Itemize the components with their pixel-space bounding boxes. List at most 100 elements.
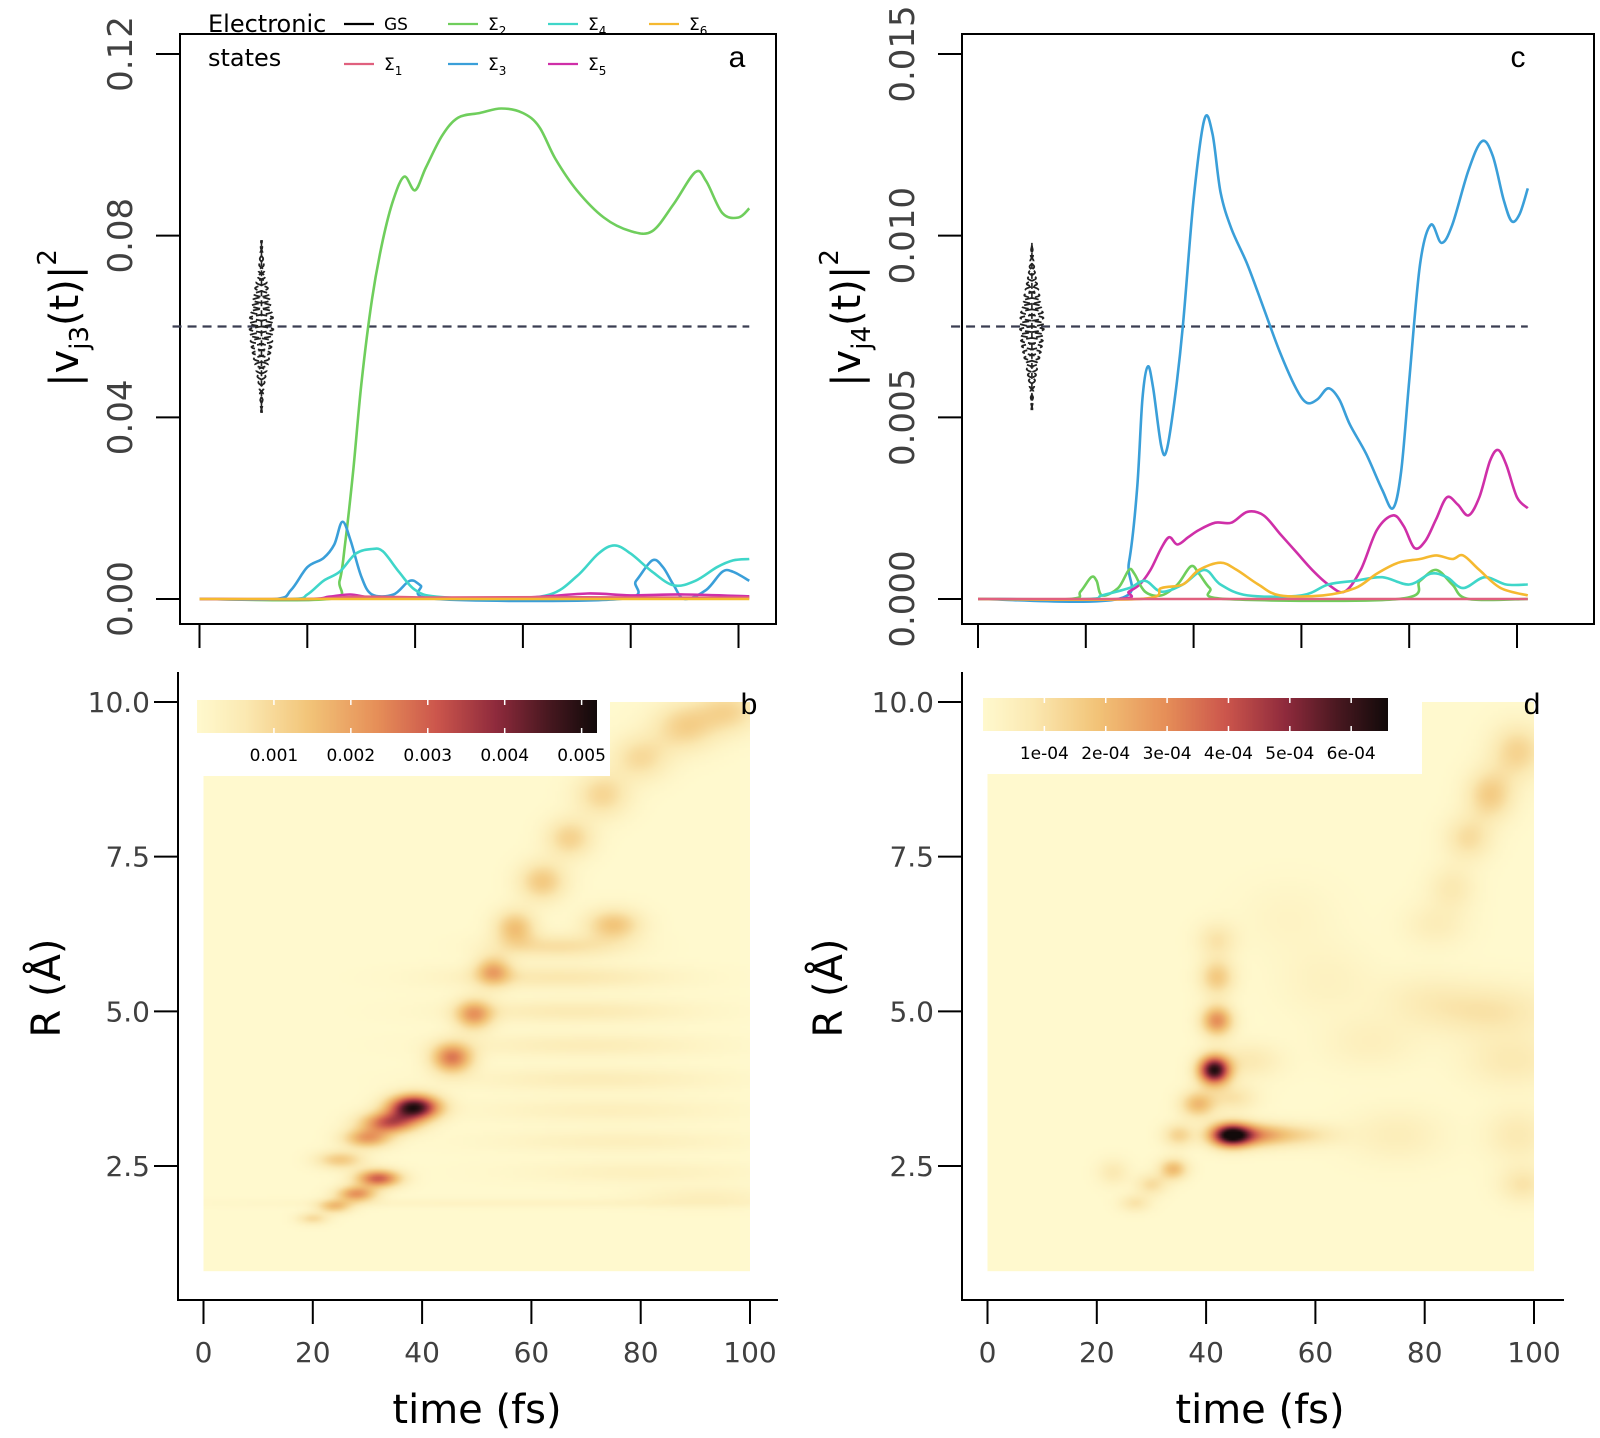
- panel-a-ylabel: |vj3(t)|2: [33, 249, 95, 387]
- ylabel-a-power: 2: [33, 249, 63, 266]
- panel-b-colorbar: [197, 700, 597, 733]
- y-tick-label: 7.5: [889, 841, 934, 874]
- x-tick-label: 80: [1407, 1336, 1443, 1369]
- legend-label-S5: Σ5: [588, 55, 606, 78]
- legend-label-S2: Σ2: [488, 15, 506, 38]
- legend-label-S1: Σ1: [384, 55, 402, 78]
- legend-label-sub: 3: [499, 64, 507, 78]
- panel-a-x-axis: [198, 624, 740, 648]
- y-tick-label: 0.08: [101, 198, 141, 274]
- ylabel-a-bar-left: |: [42, 373, 88, 386]
- panel-b-y-axis: 2.5 5.0 7.5 10.0: [88, 686, 178, 1183]
- svg-text:|vj3(t)|2: |vj3(t)|2: [33, 249, 95, 387]
- y-tick-label: 7.5: [105, 841, 150, 874]
- colorbar-tick-label: 0.002: [327, 746, 376, 766]
- colorbar-tick-label: 4e-04: [1204, 744, 1253, 764]
- x-tick-label: 80: [623, 1336, 659, 1369]
- legend-label-S3: Σ3: [488, 55, 506, 78]
- series-line-S3: [977, 114, 1530, 604]
- ylabel-a-bar-right: |: [42, 266, 88, 279]
- legend-label-S4: Σ4: [588, 15, 606, 38]
- panel-a-letter: a: [729, 41, 746, 74]
- legend-label-sub: 1: [395, 64, 403, 78]
- panel-d-letter: d: [1524, 688, 1541, 721]
- panel-d-xlabel: time (fs): [1175, 1387, 1344, 1433]
- legend: Electronic states GS Σ1 Σ2 Σ3 Σ4 Σ5 Σ6: [208, 10, 707, 78]
- colorbar-tick-label: 5e-04: [1265, 744, 1314, 764]
- panel-b-frame: [177, 672, 778, 1301]
- y-tick-label: 0.010: [883, 187, 923, 284]
- legend-title-line1: Electronic: [208, 10, 326, 38]
- y-tick-label: 10.0: [88, 686, 150, 719]
- panel-b: 0.001 0.002 0.003 0.004 0.005 0 20 40 60 80 100 2…: [22, 672, 778, 1433]
- colorbar-tick-label: 0.004: [480, 746, 529, 766]
- colorbar-tick-label: 0.003: [403, 746, 452, 766]
- y-tick-label: 10.0: [872, 686, 934, 719]
- panel-b-x-axis: 0 20 40 60 80 100: [195, 1300, 777, 1369]
- y-tick-label: 0.000: [883, 550, 923, 647]
- ylabel-c-main: v: [824, 350, 870, 374]
- y-tick-label: 5.0: [105, 995, 150, 1028]
- ylabel-c-bar-left: |: [824, 373, 870, 386]
- panel-d: 1e-04 2e-04 3e-04 4e-04 5e-04 6e-04 0 20 40 60 80…: [804, 672, 1564, 1433]
- x-tick-label: 100: [723, 1336, 776, 1369]
- panel-b-letter: b: [741, 688, 758, 721]
- colorbar-tick-label: 1e-04: [1020, 744, 1069, 764]
- panel-a-pulse: [248, 240, 275, 413]
- pulse-trace: [248, 240, 275, 413]
- colorbar-tick-label: 0.001: [250, 746, 299, 766]
- y-tick-label: 0.015: [883, 5, 923, 102]
- x-tick-label: 60: [514, 1336, 550, 1369]
- series-line-S6: [977, 553, 1529, 602]
- series-line-S5: [977, 448, 1529, 601]
- x-tick-label: 40: [404, 1336, 440, 1369]
- panel-c-lines: [977, 114, 1530, 604]
- panel-c-ylabel: |vj4(t)|2: [815, 249, 877, 387]
- legend-label-sub: 2: [499, 24, 507, 38]
- panel-a-frame: [179, 33, 777, 625]
- panel-c-letter: c: [1511, 41, 1526, 74]
- colorbar-tick-label: 0.005: [557, 746, 606, 766]
- panel-c-x-axis: [977, 624, 1518, 648]
- y-tick-label: 0.005: [883, 369, 923, 466]
- x-tick-label: 0: [979, 1336, 997, 1369]
- legend-label-GS: GS: [384, 15, 408, 35]
- x-tick-label: 0: [195, 1336, 213, 1369]
- legend-label-sub: 6: [700, 24, 708, 38]
- ylabel-a-sub: j3: [65, 326, 95, 351]
- panel-d-colorbar: [983, 698, 1388, 731]
- legend-title-line2: states: [208, 44, 281, 72]
- colorbar-tick-label: 2e-04: [1081, 744, 1130, 764]
- y-tick-label: 2.5: [889, 1150, 934, 1183]
- panel-a-lines: [199, 107, 751, 603]
- x-tick-label: 60: [1298, 1336, 1334, 1369]
- colorbar-tick-label: 3e-04: [1143, 744, 1192, 764]
- panel-d-heatmap: [987, 702, 1534, 1272]
- ylabel-c-sub: j4: [847, 326, 877, 351]
- y-tick-label: 5.0: [889, 995, 934, 1028]
- ylabel-c-bar-right: |: [824, 266, 870, 279]
- panel-b-ylabel: R (Å): [22, 938, 70, 1037]
- legend-label-sub: 5: [599, 64, 607, 78]
- legend-label-S6: Σ6: [689, 15, 707, 38]
- colorbar-tick-label: 6e-04: [1327, 744, 1376, 764]
- series-line-S2: [199, 107, 751, 602]
- x-tick-label: 20: [295, 1336, 331, 1369]
- panel-a-y-axis: 0.00 0.04 0.08 0.12: [101, 16, 180, 637]
- panel-d-y-axis: 2.5 5.0 7.5 10.0: [872, 686, 962, 1183]
- ylabel-c-arg: (t): [824, 279, 870, 326]
- panel-a: 0.000.040.080.12 a |vj3(t)|2 Electronic …: [33, 10, 777, 648]
- svg-text:|vj4(t)|2: |vj4(t)|2: [815, 249, 877, 387]
- panel-c-frame: [961, 33, 1595, 625]
- x-tick-label: 40: [1188, 1336, 1224, 1369]
- panel-c-pulse: [1018, 242, 1045, 411]
- panel-d-colorbar-ticks: 1e-04 2e-04 3e-04 4e-04 5e-04 6e-04: [1020, 698, 1376, 764]
- series-line-S3: [199, 520, 750, 603]
- ylabel-c-power: 2: [815, 249, 845, 266]
- panel-d-ylabel: R (Å): [804, 938, 852, 1037]
- panel-b-xlabel: time (fs): [392, 1387, 561, 1433]
- legend-label-sub: 4: [599, 24, 607, 38]
- ylabel-a-main: v: [42, 350, 88, 374]
- ylabel-a-arg: (t): [42, 279, 88, 326]
